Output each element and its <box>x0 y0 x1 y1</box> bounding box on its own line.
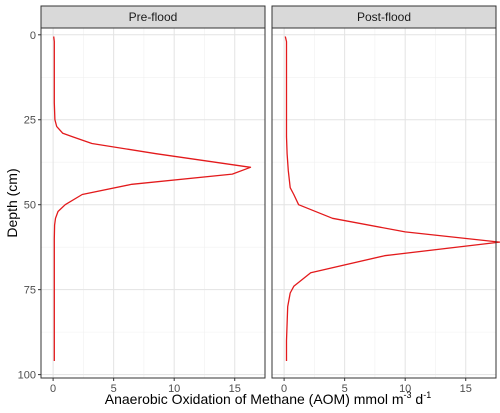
x-tick-label: 5 <box>342 383 348 395</box>
x-tick-label: 0 <box>281 383 287 395</box>
x-tick-label: 10 <box>168 383 180 395</box>
x-tick-label: 0 <box>50 383 56 395</box>
strip-pre-flood: Pre-flood <box>40 5 266 29</box>
strip-post-flood: Post-flood <box>271 5 497 29</box>
strip-label-post-flood: Post-flood <box>357 10 411 24</box>
x-tick-label: 15 <box>460 383 472 395</box>
x-axis: 0 5 10 15 0 5 10 15 <box>50 378 472 395</box>
y-axis: 0 25 50 75 100 <box>18 30 41 382</box>
strip-label-pre-flood: Pre-flood <box>129 10 178 24</box>
x-tick-label: 15 <box>229 383 241 395</box>
panel-border <box>40 27 266 379</box>
x-tick-label: 5 <box>111 383 117 395</box>
x-tick-label: 10 <box>399 383 411 395</box>
y-tick-label: 50 <box>24 200 36 212</box>
y-axis-label: Depth (cm) <box>4 168 20 237</box>
series-line-post-flood <box>284 36 500 361</box>
y-tick-label: 0 <box>30 30 36 42</box>
y-tick-label: 75 <box>24 285 36 297</box>
panel-post-flood <box>271 27 500 379</box>
panel-background <box>41 28 265 378</box>
x-axis-label: Anaerobic Oxidation of Methane (AOM) mmo… <box>105 390 432 407</box>
panel-pre-flood <box>40 27 266 379</box>
panel-border <box>271 27 497 379</box>
series-line-pre-flood <box>53 36 252 361</box>
y-tick-label: 25 <box>24 115 36 127</box>
panel-background <box>272 28 496 378</box>
y-tick-label: 100 <box>18 370 36 382</box>
